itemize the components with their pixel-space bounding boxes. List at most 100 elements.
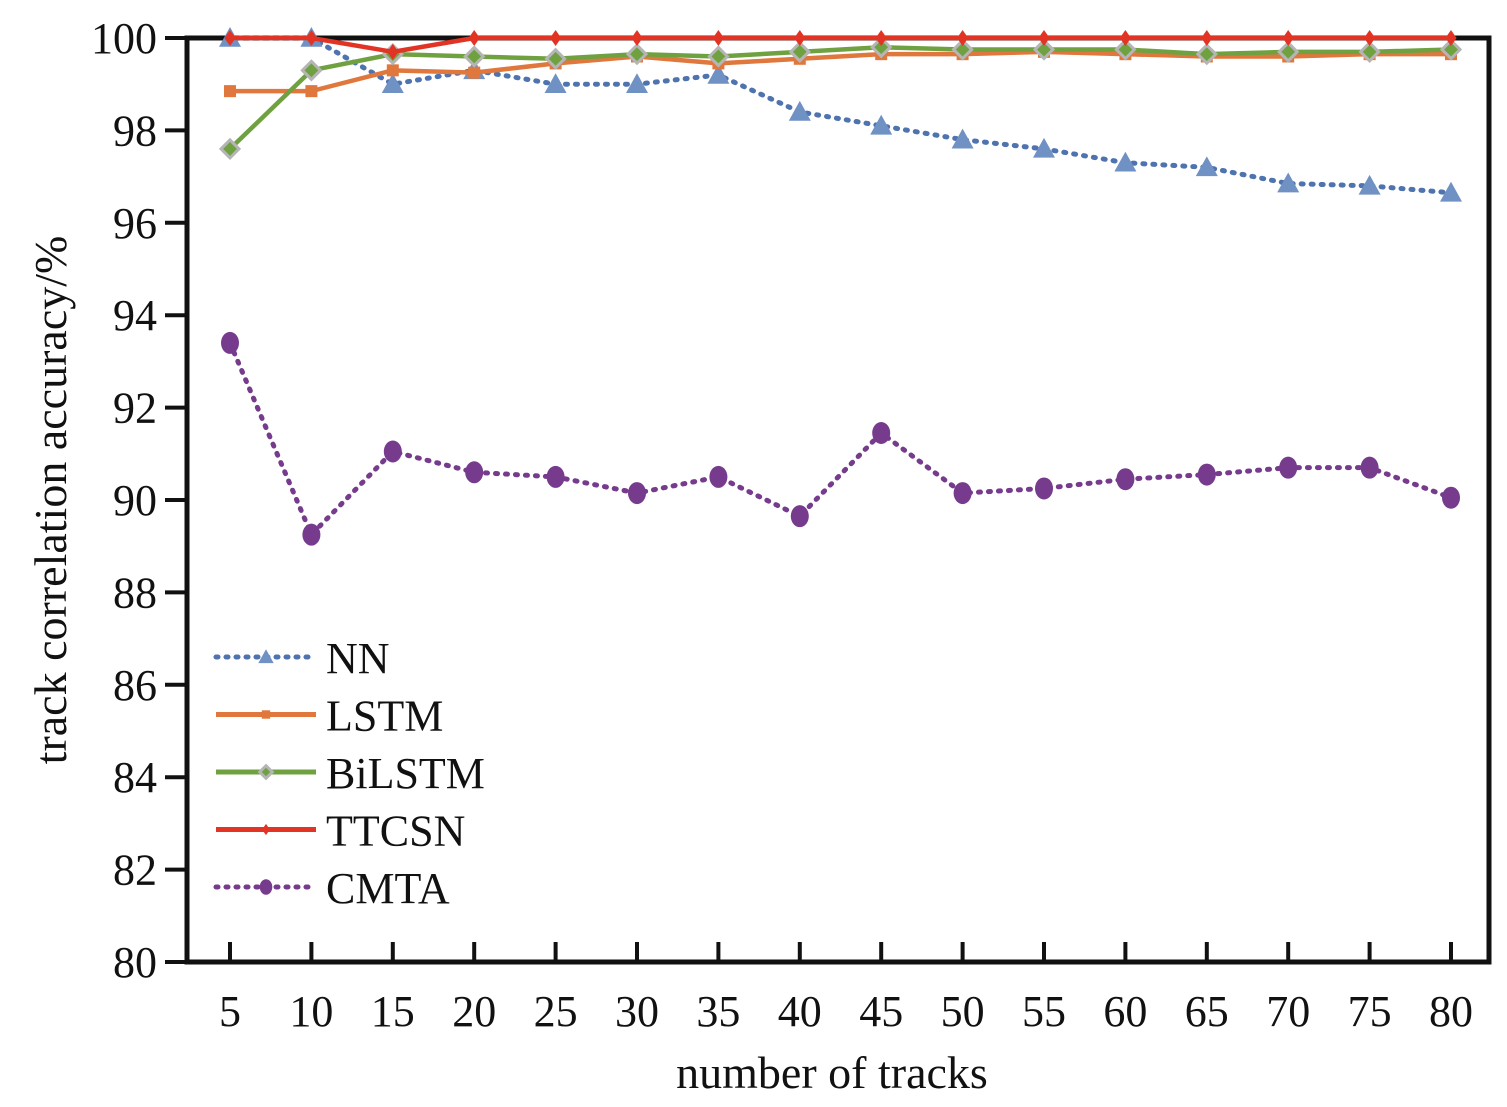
data-point-ttcsn-marker bbox=[1201, 30, 1213, 46]
data-point-nn-marker bbox=[951, 128, 974, 149]
data-point-lstm-marker bbox=[468, 66, 481, 79]
legend-marker bbox=[262, 823, 270, 836]
data-point-cmta-marker bbox=[872, 422, 891, 445]
legend-item-nn: NN bbox=[213, 634, 390, 683]
data-point-nn-marker bbox=[870, 114, 893, 135]
data-point-bilstm-marker bbox=[218, 137, 242, 161]
data-point-bilstm-marker bbox=[788, 40, 811, 63]
data-point-cmta-marker bbox=[1116, 468, 1135, 491]
data-point-ttcsn-marker bbox=[550, 30, 562, 46]
legend-item-bilstm: BiLSTM bbox=[216, 749, 485, 798]
y-tick-label: 96 bbox=[113, 199, 157, 248]
y-tick-label: 100 bbox=[91, 14, 157, 63]
data-point-ttcsn-marker bbox=[387, 43, 399, 60]
data-point-bilstm-marker bbox=[1358, 40, 1381, 63]
data-point-cmta-marker bbox=[628, 482, 646, 505]
legend-item-lstm: LSTM bbox=[216, 692, 443, 741]
x-tick-label: 15 bbox=[371, 987, 415, 1036]
data-point-cmta-marker bbox=[546, 465, 565, 488]
data-point-nn-marker bbox=[1440, 181, 1462, 202]
x-tick-label: 80 bbox=[1429, 987, 1473, 1036]
x-tick-label: 45 bbox=[859, 987, 903, 1036]
data-point-bilstm-marker bbox=[625, 43, 649, 66]
y-tick-label: 98 bbox=[113, 106, 157, 155]
data-point-ttcsn-marker bbox=[1364, 30, 1376, 46]
series-cmta bbox=[221, 331, 1460, 546]
data-point-cmta-marker bbox=[790, 505, 809, 528]
data-point-cmta-marker bbox=[953, 482, 972, 505]
data-point-bilstm-marker bbox=[1439, 38, 1463, 61]
legend-item-cmta: CMTA bbox=[213, 864, 450, 913]
y-tick-label: 84 bbox=[113, 753, 157, 802]
x-tick-label: 25 bbox=[534, 987, 578, 1036]
data-point-nn-marker bbox=[381, 73, 404, 93]
data-point-ttcsn-marker bbox=[631, 30, 643, 46]
legend-label: BiLSTM bbox=[326, 749, 485, 798]
data-point-nn-marker bbox=[1033, 137, 1055, 158]
data-point-nn-marker bbox=[788, 100, 811, 121]
data-point-ttcsn-marker bbox=[794, 30, 806, 46]
y-axis-title: track correlation accuracy/% bbox=[25, 236, 76, 765]
x-tick-label: 10 bbox=[289, 987, 333, 1036]
data-point-cmta-marker bbox=[221, 331, 239, 354]
data-point-ttcsn-marker bbox=[1119, 30, 1131, 46]
legend-marker bbox=[261, 710, 271, 719]
data-point-ttcsn-marker bbox=[1038, 30, 1050, 46]
y-tick-label: 94 bbox=[113, 291, 157, 340]
data-point-ttcsn-marker bbox=[712, 30, 724, 46]
data-point-bilstm-marker bbox=[870, 36, 893, 59]
legend-marker bbox=[258, 649, 274, 664]
data-point-nn-marker bbox=[1277, 172, 1300, 193]
data-point-nn-marker bbox=[626, 73, 648, 93]
data-point-cmta-marker bbox=[1442, 486, 1460, 509]
data-point-bilstm-marker bbox=[544, 47, 567, 70]
data-point-nn-marker bbox=[1114, 151, 1137, 172]
series-line-nn bbox=[227, 35, 1454, 196]
data-point-nn-marker bbox=[1358, 174, 1381, 195]
y-tick-label: 86 bbox=[113, 661, 157, 710]
data-point-ttcsn-marker bbox=[468, 30, 480, 46]
x-tick-label: 40 bbox=[778, 987, 822, 1036]
series-ttcsn bbox=[224, 30, 1457, 60]
series-line-cmta bbox=[227, 340, 1454, 538]
legend-label: CMTA bbox=[326, 864, 450, 913]
x-axis-title: number of tracks bbox=[676, 1047, 988, 1098]
data-point-cmta-marker bbox=[1035, 477, 1053, 500]
series-line-ttcsn bbox=[230, 35, 1451, 55]
series-bilstm bbox=[218, 36, 1463, 161]
data-point-bilstm-marker bbox=[463, 45, 486, 68]
y-tick-label: 80 bbox=[113, 938, 157, 987]
data-point-cmta-marker bbox=[709, 465, 728, 488]
series-line-lstm bbox=[230, 49, 1451, 94]
legend-label: NN bbox=[326, 634, 390, 683]
data-point-nn-marker bbox=[1195, 156, 1218, 177]
legend: NN LSTM BiLSTM TTCSN CMTA bbox=[213, 634, 485, 913]
data-point-cmta-marker bbox=[1279, 456, 1298, 479]
y-tick-label: 92 bbox=[113, 384, 157, 433]
data-point-ttcsn-marker bbox=[957, 30, 969, 46]
data-point-ttcsn-marker bbox=[1282, 30, 1294, 46]
data-point-cmta-marker bbox=[302, 523, 321, 546]
data-point-bilstm-marker bbox=[1032, 38, 1056, 61]
legend-label: TTCSN bbox=[326, 807, 465, 856]
data-point-nn-marker bbox=[544, 73, 567, 93]
data-point-bilstm-marker bbox=[1277, 40, 1300, 63]
x-tick-label: 65 bbox=[1185, 987, 1229, 1036]
data-point-cmta-marker bbox=[383, 440, 402, 463]
legend-label: LSTM bbox=[326, 692, 443, 741]
data-point-lstm-marker bbox=[224, 85, 236, 98]
x-tick-label: 5 bbox=[219, 987, 241, 1036]
data-point-cmta-marker bbox=[1197, 463, 1216, 486]
y-tick-label: 88 bbox=[113, 568, 157, 617]
legend-marker bbox=[259, 879, 273, 895]
x-tick-label: 75 bbox=[1348, 987, 1392, 1036]
data-point-cmta-marker bbox=[465, 461, 484, 484]
y-tick-label: 90 bbox=[113, 476, 157, 525]
data-point-nn-marker bbox=[707, 63, 730, 84]
x-tick-label: 35 bbox=[696, 987, 740, 1036]
data-point-lstm-marker bbox=[386, 64, 399, 77]
data-point-ttcsn-marker bbox=[1445, 30, 1457, 46]
y-tick-label: 82 bbox=[113, 846, 157, 895]
legend-item-ttcsn: TTCSN bbox=[216, 807, 465, 856]
